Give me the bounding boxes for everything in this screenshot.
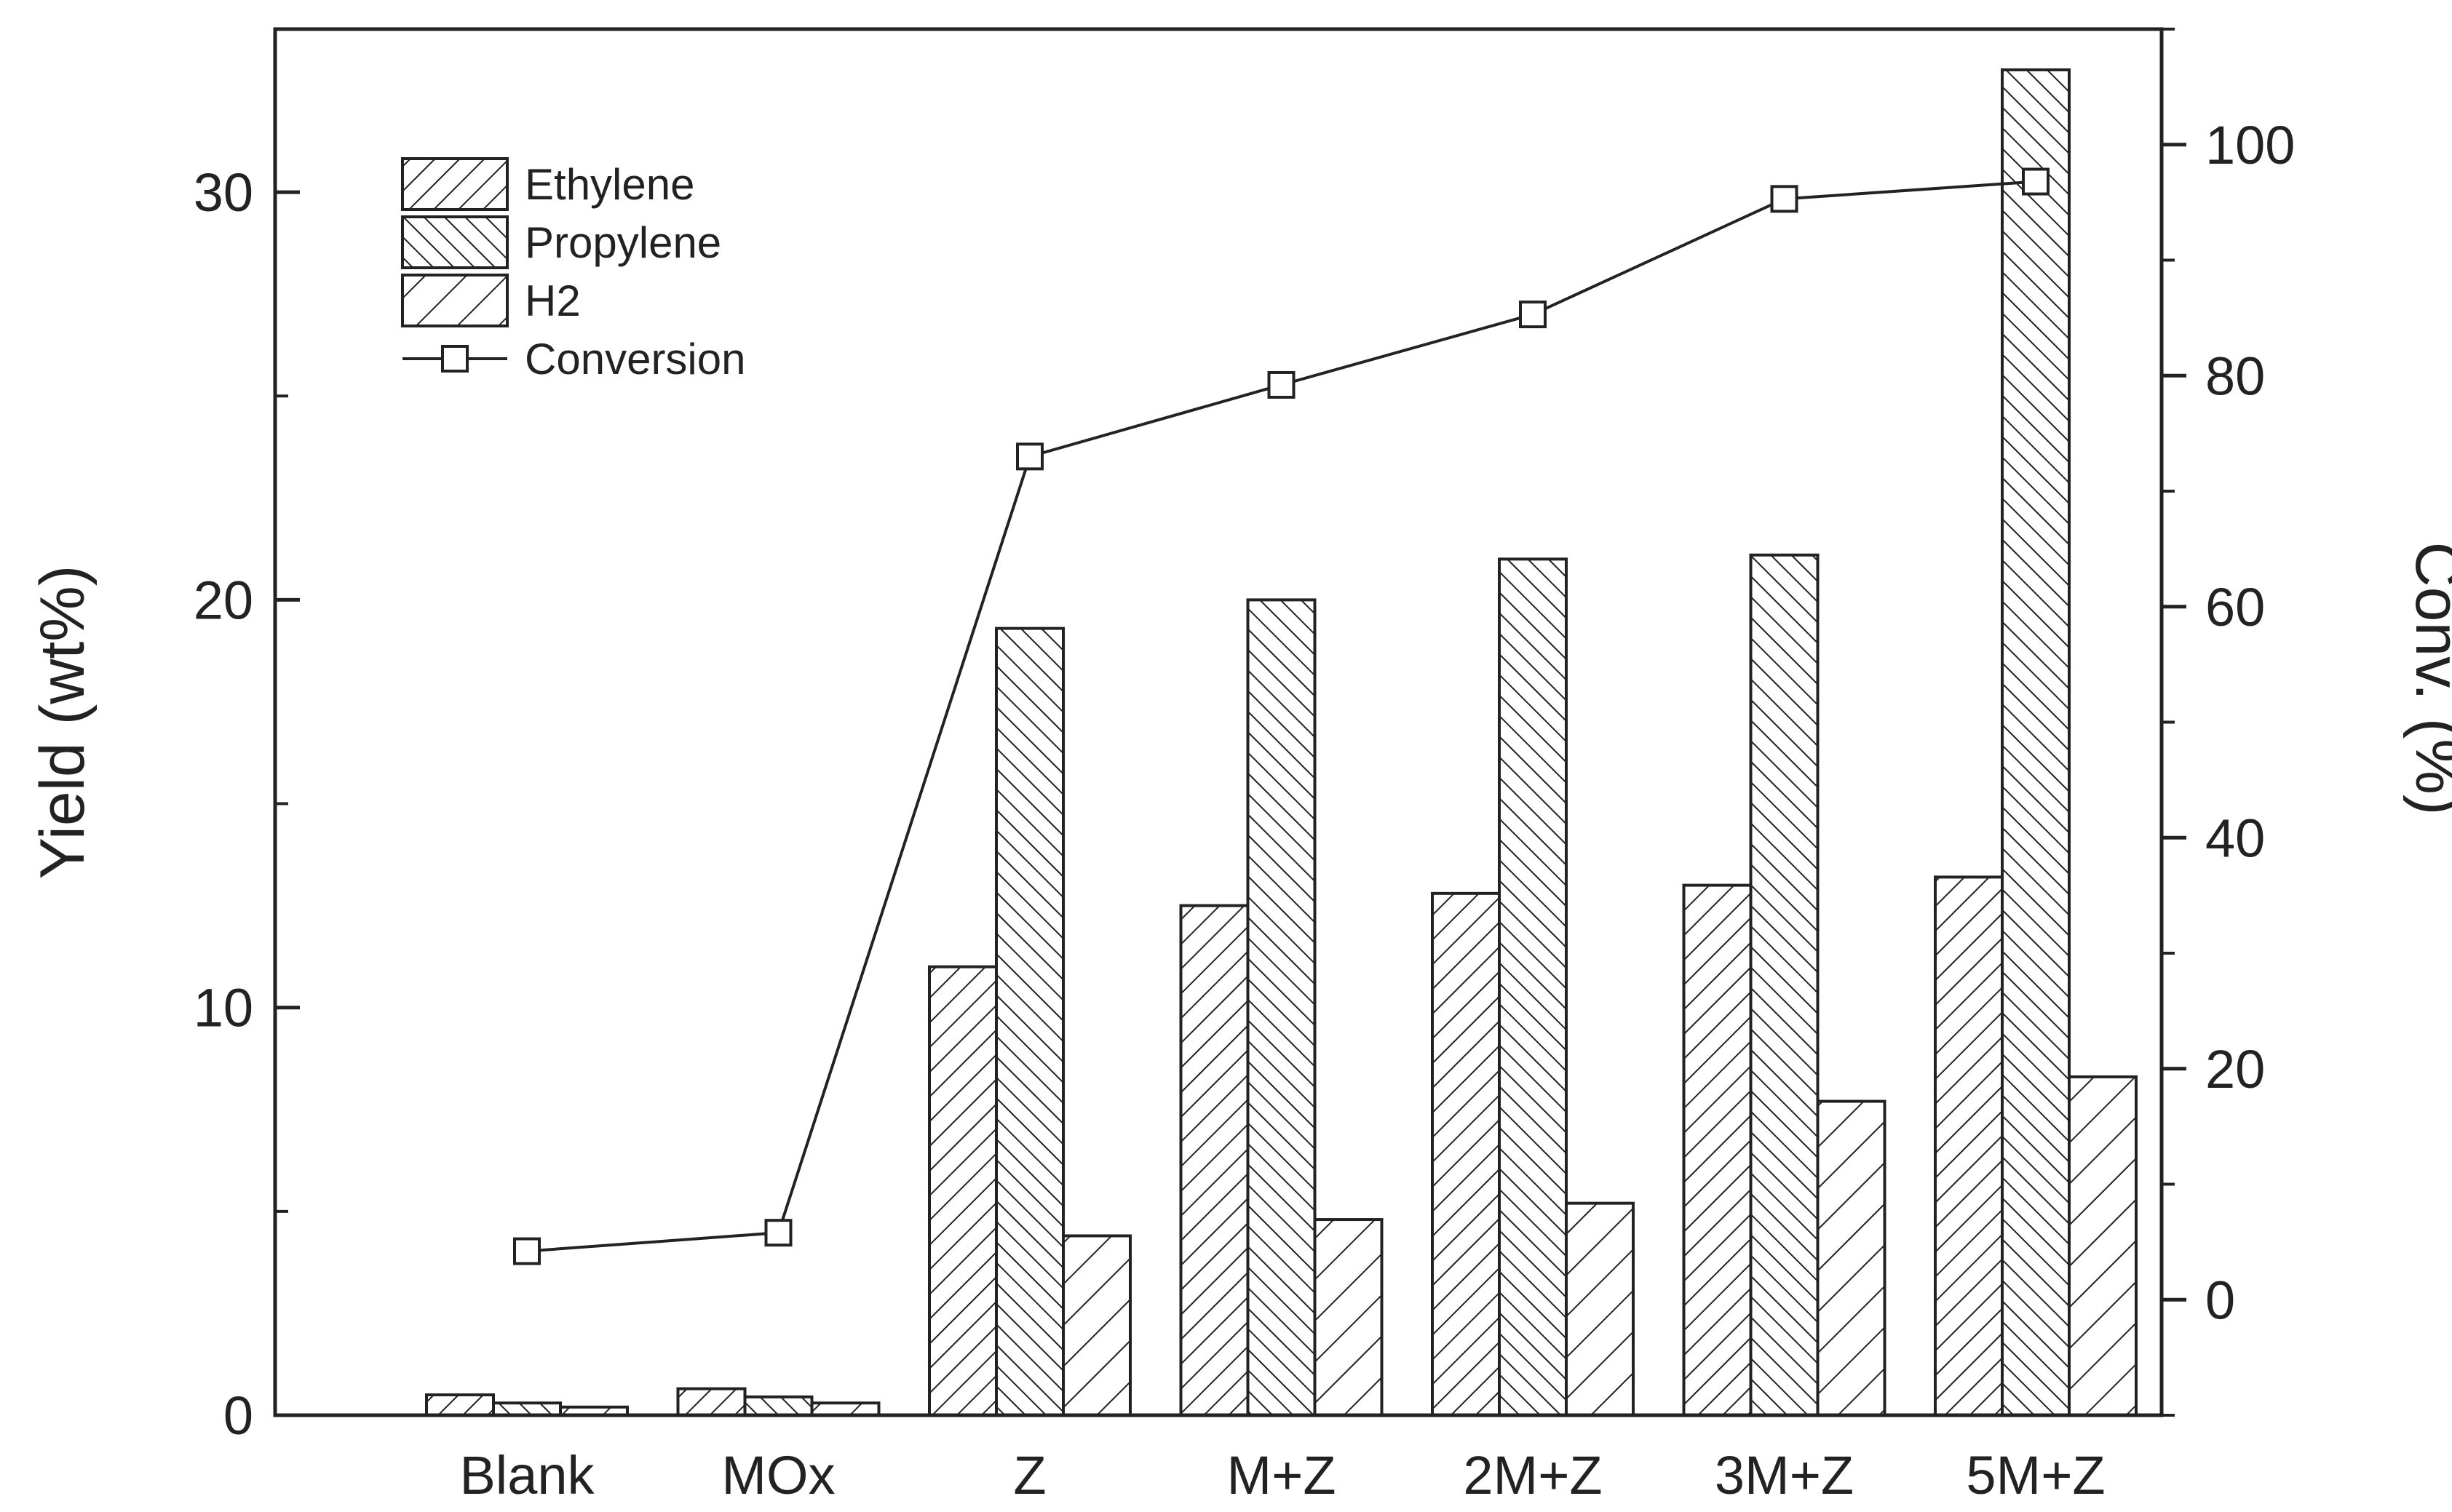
y-tick-label: 30 xyxy=(194,162,253,223)
conversion-point-z xyxy=(1016,442,1044,471)
y2-tick-label: 60 xyxy=(2205,577,2265,637)
y2-tick-label: 80 xyxy=(2205,346,2265,406)
bar-propylene-5m-z xyxy=(2001,68,2071,1417)
bar-ethylene-2m-z xyxy=(1431,891,1501,1417)
bars-layer xyxy=(425,68,2138,1417)
bar-h2-3m-z xyxy=(1816,1099,1886,1417)
bar-h2-z xyxy=(1062,1234,1132,1417)
conversion-point-m-z xyxy=(1267,370,1296,399)
bar-propylene-z xyxy=(995,626,1065,1417)
bar-propylene-m-z xyxy=(1246,598,1317,1417)
conversion-point-3m-z xyxy=(1770,185,1798,213)
conversion-point-2m-z xyxy=(1519,301,1547,329)
y-tick-label: 0 xyxy=(223,1385,253,1446)
bar-h2-m-z xyxy=(1313,1218,1384,1417)
y2-axis-title: Conv. (%) xyxy=(2403,542,2452,816)
x-tick-label-5m-z: 5M+Z xyxy=(1966,1445,2105,1505)
left-axis: 0 10 20 30 xyxy=(194,162,300,1446)
conversion-line-layer xyxy=(513,167,2050,1265)
y-tick-label: 20 xyxy=(194,570,253,630)
bar-ethylene-5m-z xyxy=(1934,875,2004,1417)
bar-propylene-3m-z xyxy=(1749,553,1820,1417)
legend-label-ethylene: Ethylene xyxy=(525,160,695,209)
y-axis-title: Yield (wt%) xyxy=(28,565,98,880)
y2-tick-label: 20 xyxy=(2205,1039,2265,1099)
x-tick-label-blank: Blank xyxy=(459,1445,595,1505)
x-tick-label-mox: MOx xyxy=(721,1445,835,1505)
x-axis: Blank MOx Z M+Z 2M+Z 3M+Z 5M+Z xyxy=(459,1445,2105,1505)
bar-ethylene-m-z xyxy=(1179,904,1250,1417)
y-tick-label: 10 xyxy=(194,978,253,1038)
conversion-point-blank xyxy=(513,1237,541,1265)
legend-swatch-ethylene xyxy=(401,157,509,211)
bar-ethylene-blank xyxy=(425,1393,495,1417)
y2-tick-label: 40 xyxy=(2205,808,2265,868)
legend: Ethylene Propylene H2 Conversion xyxy=(401,157,746,383)
x-tick-label-3m-z: 3M+Z xyxy=(1715,1445,1854,1505)
legend-label-conversion: Conversion xyxy=(525,335,746,383)
bar-ethylene-z xyxy=(928,965,998,1417)
y2-tick-label: 0 xyxy=(2205,1270,2235,1330)
bar-ethylene-3m-z xyxy=(1682,883,1753,1417)
bar-h2-2m-z xyxy=(1565,1201,1635,1417)
conversion-point-5m-z xyxy=(2022,167,2050,196)
legend-swatch-conversion-marker xyxy=(441,345,469,373)
x-tick-label-z: Z xyxy=(1013,1445,1046,1505)
legend-swatch-propylene xyxy=(401,215,509,269)
bar-h2-mox xyxy=(810,1401,881,1417)
y2-tick-label: 100 xyxy=(2205,115,2295,175)
bar-ethylene-mox xyxy=(676,1387,747,1417)
x-tick-label-m-z: M+Z xyxy=(1226,1445,1336,1505)
legend-label-h2: H2 xyxy=(525,276,581,325)
legend-swatch-h2 xyxy=(401,274,509,327)
right-axis: 0 20 40 60 80 100 xyxy=(2162,28,2295,1417)
bar-h2-5m-z xyxy=(2068,1075,2138,1417)
bar-propylene-mox xyxy=(743,1395,814,1417)
legend-label-propylene: Propylene xyxy=(525,218,721,267)
x-tick-label-2m-z: 2M+Z xyxy=(1463,1445,1602,1505)
bar-propylene-blank xyxy=(492,1401,562,1417)
bar-propylene-2m-z xyxy=(1498,557,1568,1417)
conversion-point-mox xyxy=(764,1219,793,1247)
